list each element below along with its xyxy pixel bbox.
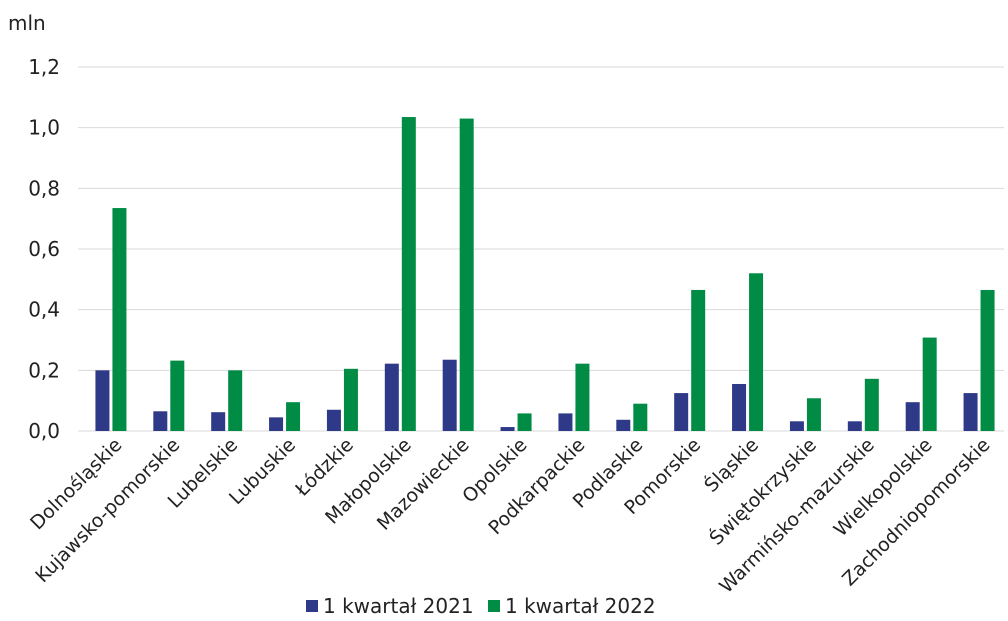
bar-2022 [864, 378, 879, 431]
bar-2022 [170, 360, 185, 431]
bar-2022 [749, 273, 764, 431]
bar-2021 [95, 370, 110, 431]
bar-2022 [633, 403, 648, 431]
y-tick-label: 0,6 [28, 237, 60, 261]
bar-2021 [211, 412, 226, 431]
bar-2022 [980, 289, 995, 431]
bar-2021 [674, 393, 689, 431]
bar-2022 [286, 402, 301, 431]
bar-2021 [847, 421, 862, 431]
bar-2021 [905, 402, 920, 431]
legend-label-2022: 1 kwartał 2022 [505, 594, 656, 618]
y-axis-ticks: 0,0 0,2 0,4 0,6 0,8 1,0 1,2 [28, 55, 60, 443]
y-tick-label: 0,8 [28, 176, 60, 200]
legend-swatch-2022 [488, 600, 500, 612]
bar-2022 [806, 398, 821, 431]
bar-2022 [922, 337, 937, 431]
legend: 1 kwartał 2021 1 kwartał 2022 [306, 594, 656, 618]
legend-label-2021: 1 kwartał 2021 [323, 594, 474, 618]
bar-2022 [575, 363, 590, 431]
bar-2021 [326, 409, 341, 431]
bar-2021 [500, 427, 515, 431]
y-tick-label: 0,0 [28, 419, 60, 443]
bar-2021 [558, 413, 573, 431]
bar-2021 [789, 421, 804, 431]
bar-2022 [459, 118, 474, 432]
bar-2021 [963, 393, 978, 431]
bar-2021 [269, 417, 284, 431]
bar-2022 [401, 117, 416, 432]
bar-2021 [153, 411, 168, 431]
bar-2021 [442, 359, 457, 431]
bar-2021 [616, 419, 631, 431]
bar-2022 [517, 413, 532, 431]
gridlines [78, 66, 1004, 432]
y-tick-label: 1,2 [28, 55, 60, 79]
bar-2022 [228, 370, 243, 431]
bar-2021 [384, 363, 399, 431]
bar-2022 [343, 368, 358, 431]
x-axis-category-labels: DolnośląskieKujawsko-pomorskieLubelskieL… [26, 433, 994, 598]
y-tick-label: 0,4 [28, 298, 60, 322]
bar-2022 [691, 289, 706, 431]
y-tick-label: 1,0 [28, 116, 60, 140]
bar-2022 [112, 208, 127, 431]
legend-swatch-2021 [306, 600, 318, 612]
y-axis-unit-label: mln [8, 11, 46, 35]
x-category-label: Wielkopolskie [830, 434, 937, 541]
bar-2021 [732, 383, 747, 431]
bars [95, 117, 995, 432]
y-tick-label: 0,2 [28, 358, 60, 382]
